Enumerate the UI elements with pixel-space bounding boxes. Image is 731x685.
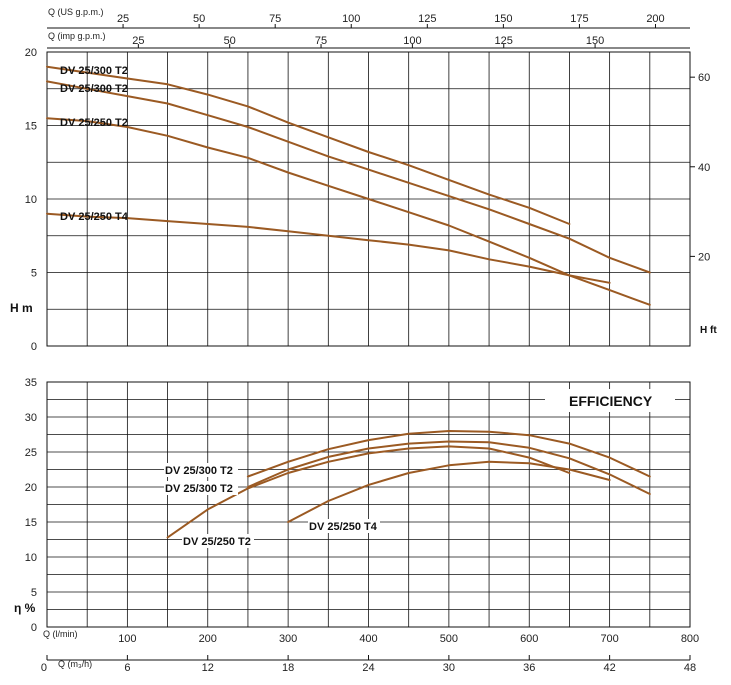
head-y2-ticks: 20 40 60 <box>690 72 710 263</box>
efficiency-series-label: DV 25/300 T2 <box>165 483 233 495</box>
us-axis-tick-label: 50 <box>193 13 205 25</box>
efficiency-series-label: DV 25/250 T4 <box>309 521 378 533</box>
imp-axis-tick-label: 75 <box>315 35 327 47</box>
eff-label-bg <box>164 463 238 477</box>
head-y-tick-label: 5 <box>31 268 37 280</box>
efficiency-series-label: DV 25/250 T2 <box>183 536 251 548</box>
x-axis-lmin-tick-label: 700 <box>600 633 618 645</box>
efficiency-title-background <box>545 389 675 412</box>
head-curve-1 <box>46 65 571 225</box>
efficiency-y-tick-label: 30 <box>25 412 37 424</box>
x-axis-lmin-tick-label: 100 <box>118 633 136 645</box>
head-chart: Q (US g.p.m.) 25 50 75 100 125 150 175 200 Q (i… <box>10 7 717 353</box>
x-axis-m3h-tick-label: 42 <box>604 662 616 674</box>
head-series-label: DV 25/300 T2 <box>60 83 128 95</box>
top-axis-us-label: Q (US g.p.m.) <box>48 7 104 17</box>
x-axis-m3h-tick-label: 36 <box>523 662 535 674</box>
head-y-tick-label: 20 <box>25 47 37 59</box>
efficiency-curve-4 <box>287 460 611 523</box>
imp-axis-tick-label: 50 <box>224 35 236 47</box>
eff-label-bg <box>182 534 254 548</box>
x-axis-m3h-tick-label: 30 <box>443 662 455 674</box>
efficiency-y-tick-label: 20 <box>25 482 37 494</box>
head-y2-axis-label: H ft <box>700 325 717 336</box>
head-series-label: DV 25/300 T2 <box>60 65 128 77</box>
efficiency-y-tick-label: 35 <box>25 377 37 389</box>
imp-axis-tick-label: 100 <box>403 35 421 47</box>
efficiency-curves <box>166 430 651 539</box>
head-series-label: DV 25/250 T2 <box>60 117 128 129</box>
efficiency-chart-frame <box>46 381 691 628</box>
x-axis-m3h-tick-label: 18 <box>282 662 294 674</box>
us-axis-tick-label: 25 <box>117 13 129 25</box>
head-curve-2 <box>46 80 651 274</box>
head-curves <box>46 65 651 306</box>
head-y-ticks: 0 5 10 15 20 <box>25 47 37 353</box>
head-y2-tick-label: 40 <box>698 162 710 174</box>
x-axis-lmin-tick-label: 400 <box>359 633 377 645</box>
us-axis-tick-label: 125 <box>418 13 436 25</box>
imp-axis-tick-label: 25 <box>132 35 144 47</box>
x-axis-m3h-tick-label: 48 <box>684 662 696 674</box>
us-axis-tick-label: 175 <box>570 13 588 25</box>
efficiency-series-label: DV 25/300 T2 <box>165 465 233 477</box>
x-axis-m3h-label: Q (m₃/h) <box>58 659 92 669</box>
x-axis-lmin-tick-label: 500 <box>440 633 458 645</box>
head-curve-4 <box>46 212 611 284</box>
eff-label-bg <box>308 519 380 533</box>
efficiency-y-tick-label: 25 <box>25 447 37 459</box>
top-axis-imp-label: Q (imp g.p.m.) <box>48 31 106 41</box>
head-chart-frame <box>46 51 691 347</box>
imp-axis-tick-label: 125 <box>495 35 513 47</box>
imp-axis-tick-label: 150 <box>586 35 604 47</box>
head-y-tick-label: 15 <box>25 121 37 133</box>
top-axis-imp-ticks: 25 50 75 100 125 150 <box>47 35 690 49</box>
us-axis-tick-label: 100 <box>342 13 360 25</box>
x-axis-m3h-ticks: 0 6 12 18 24 30 36 42 48 <box>41 655 696 674</box>
efficiency-y-tick-label: 5 <box>31 587 37 599</box>
head-y-tick-label: 0 <box>31 341 37 353</box>
head-y-axis-label: H m <box>10 301 33 315</box>
x-axis-lmin-tick-label: 600 <box>520 633 538 645</box>
x-axis-lmin-tick-label: 200 <box>199 633 217 645</box>
top-axis-us-ticks: 25 50 75 100 125 150 175 200 <box>47 13 690 29</box>
efficiency-y-axis-label: η % <box>14 601 36 615</box>
efficiency-curve-3 <box>166 445 571 539</box>
efficiency-grid <box>47 382 690 627</box>
head-y-tick-label: 10 <box>25 194 37 206</box>
x-axis-m3h-tick-label: 0 <box>41 662 47 674</box>
efficiency-y-tick-label: 15 <box>25 517 37 529</box>
efficiency-y-ticks: 0 5 10 15 20 25 30 35 <box>25 377 37 634</box>
efficiency-curve-1 <box>246 430 651 478</box>
head-series-label: DV 25/250 T4 <box>60 211 129 223</box>
eff-label-bg <box>164 481 238 495</box>
us-axis-tick-label: 200 <box>646 13 664 25</box>
us-axis-tick-label: 75 <box>269 13 281 25</box>
head-y2-tick-label: 60 <box>698 72 710 84</box>
head-y2-tick-label: 20 <box>698 251 710 263</box>
x-axis-m3h-tick-label: 6 <box>124 662 130 674</box>
efficiency-y-tick-label: 0 <box>31 622 37 634</box>
efficiency-y-tick-label: 10 <box>25 552 37 564</box>
x-axis-lmin-tick-label: 800 <box>681 633 699 645</box>
x-axis-m3h-tick-label: 24 <box>362 662 374 674</box>
efficiency-title: EFFICIENCY <box>569 393 653 409</box>
head-grid <box>47 52 690 346</box>
x-axis-lmin-label: Q (l/min) <box>43 629 78 639</box>
x-axis-m3h-tick-label: 12 <box>202 662 214 674</box>
x-axis-lmin-tick-label: 300 <box>279 633 297 645</box>
head-curve-3 <box>46 117 651 306</box>
us-axis-tick-label: 150 <box>494 13 512 25</box>
efficiency-curve-2 <box>246 440 651 495</box>
x-axis-lmin-ticks: 100 200 300 400 500 600 700 800 <box>118 633 699 645</box>
